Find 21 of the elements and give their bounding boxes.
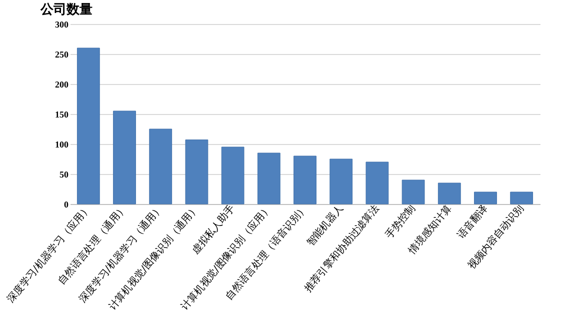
y-tick-label: 150: [55, 110, 69, 120]
y-tick-label: 250: [55, 50, 69, 60]
y-tick-label: 200: [55, 80, 69, 90]
y-tick-label: 50: [60, 170, 69, 180]
bar: [185, 140, 208, 204]
bar: [402, 180, 425, 204]
bar: [366, 162, 389, 204]
bar: [330, 158, 353, 204]
y-tick-label: 0: [64, 200, 69, 210]
bar: [510, 192, 534, 204]
bar: [113, 110, 136, 204]
bar: [221, 146, 244, 204]
bar: [257, 152, 280, 204]
bar: [438, 182, 461, 204]
bar: [149, 128, 172, 204]
bar: [474, 192, 497, 204]
bar: [294, 156, 316, 204]
y-tick-label: 300: [55, 20, 69, 30]
bar: [76, 48, 100, 204]
y-tick-label: 100: [55, 140, 69, 150]
y-axis-title: 公司数量: [40, 2, 92, 16]
